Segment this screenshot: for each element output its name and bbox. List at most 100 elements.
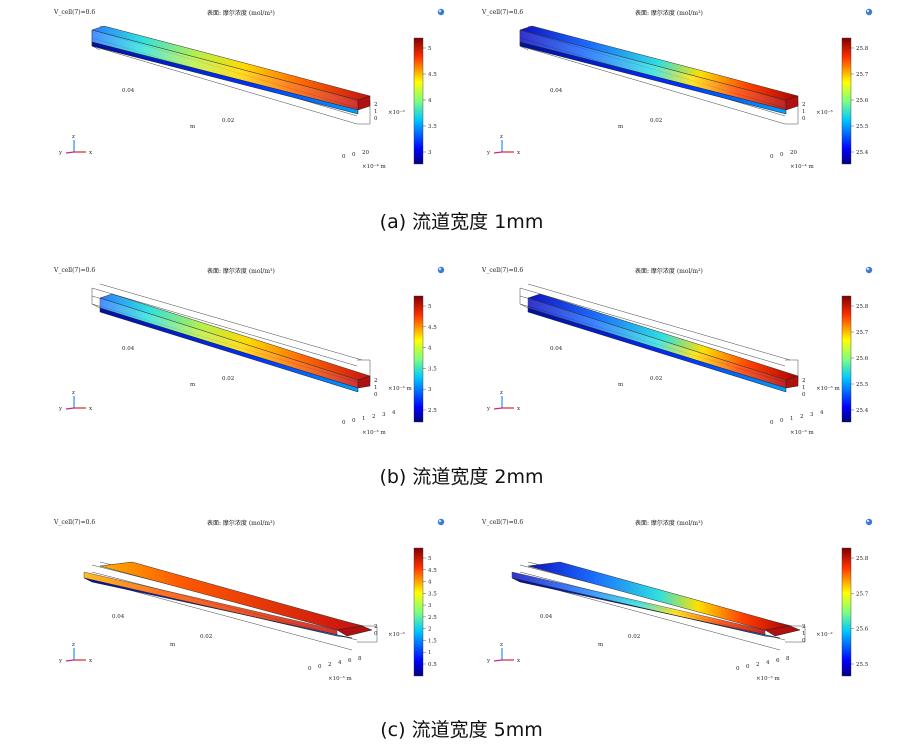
axis-label-x: x xyxy=(89,150,93,156)
plot-title: 表面: 摩尔浓度 (mol/m³) xyxy=(207,519,275,527)
axis-label-x: x xyxy=(89,658,93,664)
channel-side-face xyxy=(91,29,359,111)
panel-canvas: V_cell(7)=0.6 表面: 摩尔浓度 (mol/m³) 0.04 m 0.02 2… xyxy=(481,266,873,436)
length-tick: 0.04 xyxy=(112,614,125,620)
view-icon[interactable] xyxy=(865,8,873,16)
channel-end-face xyxy=(785,375,799,389)
parameter-label: V_cell(7)=0.6 xyxy=(53,519,95,526)
axis-triad: z y x xyxy=(486,390,521,412)
length-unit: m xyxy=(618,124,624,130)
x-tick: 0 xyxy=(780,418,784,424)
z-tick: 0 xyxy=(802,116,806,122)
view-icon[interactable] xyxy=(865,518,873,526)
colorbar xyxy=(841,37,852,165)
length-unit: m xyxy=(190,124,196,130)
x-tick: 3 xyxy=(382,412,386,418)
colorbar-tick: 25.6 xyxy=(856,98,869,104)
sim-panel-b-left: V_cell(7)=0.6 表面: 摩尔浓度 (mol/m³) 0.04 m 0.02 2… xyxy=(52,258,492,436)
sim-panel-a-right: V_cell(7)=0.6 表面: 摩尔浓度 (mol/m³) 0.04 m 0.02 2… xyxy=(480,0,920,172)
x-tick: 4 xyxy=(392,410,396,416)
z-unit: ×10⁻³ xyxy=(388,631,405,638)
view-icon[interactable] xyxy=(437,8,445,16)
channel-3d-model xyxy=(519,283,799,393)
z-unit: ×10⁻³ m xyxy=(388,385,412,392)
view-icon[interactable] xyxy=(437,518,445,526)
z-tick: 2 xyxy=(802,378,806,384)
membrane-strip xyxy=(511,577,781,639)
parameter-label: V_cell(7)=0.6 xyxy=(53,9,95,16)
x-tick: 0 xyxy=(770,154,774,160)
membrane-strip xyxy=(91,41,359,115)
colorbar-tick: 5 xyxy=(428,46,432,52)
z-tick: 0 xyxy=(802,638,806,644)
plot-title: 表面: 摩尔浓度 (mol/m³) xyxy=(207,9,275,17)
z-unit: ×10⁻³ xyxy=(388,109,405,116)
colorbar-tick: 2.5 xyxy=(428,615,437,621)
colorbar-tick: 0.5 xyxy=(428,662,437,668)
axis-label-z: z xyxy=(500,390,503,396)
colorbar-tick: 4 xyxy=(428,98,432,104)
view-icon[interactable] xyxy=(437,266,445,274)
parameter-label: V_cell(7)=0.6 xyxy=(53,267,95,274)
x-tick: 2 xyxy=(372,414,376,420)
z-tick: 2 xyxy=(374,102,378,108)
membrane-strip xyxy=(83,577,353,639)
channel-top-face xyxy=(99,293,371,381)
z-tick: 2 xyxy=(374,624,378,630)
plot-title: 表面: 摩尔浓度 (mol/m³) xyxy=(635,267,703,275)
channel-3d-model xyxy=(519,25,799,125)
colorbar-tick: 3.5 xyxy=(428,591,437,597)
axis-label-x: x xyxy=(89,406,93,412)
colorbar-tick: 25.8 xyxy=(856,46,869,52)
x-tick: 2 xyxy=(328,662,332,668)
length-tick: 0.02 xyxy=(650,376,662,382)
z-tick: 2 xyxy=(802,102,806,108)
channel-side-face xyxy=(99,297,359,389)
z-tick: 0 xyxy=(802,392,806,398)
length-unit: m xyxy=(598,642,604,648)
z-tick: 1 xyxy=(374,385,378,391)
colorbar xyxy=(841,547,852,677)
channel-side-face xyxy=(519,29,787,111)
view-icon[interactable] xyxy=(865,266,873,274)
colorbar-tick: 5 xyxy=(428,304,432,310)
length-tick: 0.04 xyxy=(550,346,563,352)
length-tick: 0.02 xyxy=(222,118,234,124)
axis-triad: z y x xyxy=(58,642,93,664)
colorbar-tick: 3 xyxy=(428,150,432,156)
axis-label-z: z xyxy=(500,642,503,648)
x-tick: 1 xyxy=(362,416,366,422)
x-tick: 4 xyxy=(338,660,342,666)
colorbar-tick: 4 xyxy=(428,580,432,586)
channel-end-face xyxy=(764,625,801,637)
colorbar-tick: 25.4 xyxy=(856,408,869,414)
length-unit: m xyxy=(618,382,624,388)
length-unit: m xyxy=(170,642,176,648)
channel-side-face xyxy=(527,297,787,389)
channel-end-face xyxy=(357,375,371,389)
parameter-label: V_cell(7)=0.6 xyxy=(481,267,523,274)
x-tick: 2 xyxy=(800,414,804,420)
x-tick: 2 xyxy=(756,662,760,668)
colorbar-tick: 25.8 xyxy=(856,304,869,310)
colorbar-tick: 3.5 xyxy=(428,366,437,372)
axis-triad: z y x xyxy=(486,134,521,156)
colorbar xyxy=(413,37,424,165)
colorbar xyxy=(413,547,424,677)
z-tick: 0 xyxy=(374,631,378,637)
x-tick: 0 xyxy=(746,664,750,670)
colorbar-tick: 3.5 xyxy=(428,124,437,130)
parameter-label: V_cell(7)=0.6 xyxy=(481,9,523,16)
z-tick: 0 xyxy=(374,392,378,398)
x-tick: 0 xyxy=(308,666,312,672)
z-tick: 2 xyxy=(802,624,806,630)
membrane-strip xyxy=(519,41,787,115)
z-unit: ×10⁻³ xyxy=(816,109,833,116)
x-tick: 8 xyxy=(786,656,790,662)
z-tick: 1 xyxy=(802,385,806,391)
axis-label-y: y xyxy=(58,406,63,412)
x-unit: ×10⁻⁴ m xyxy=(790,163,814,170)
colorbar-tick: 25.5 xyxy=(856,382,869,388)
panel-canvas: V_cell(7)=0.6 表面: 摩尔浓度 (mol/m³) 0.04 m 0.02 2… xyxy=(53,518,445,682)
axis-triad: z y x xyxy=(58,134,93,156)
